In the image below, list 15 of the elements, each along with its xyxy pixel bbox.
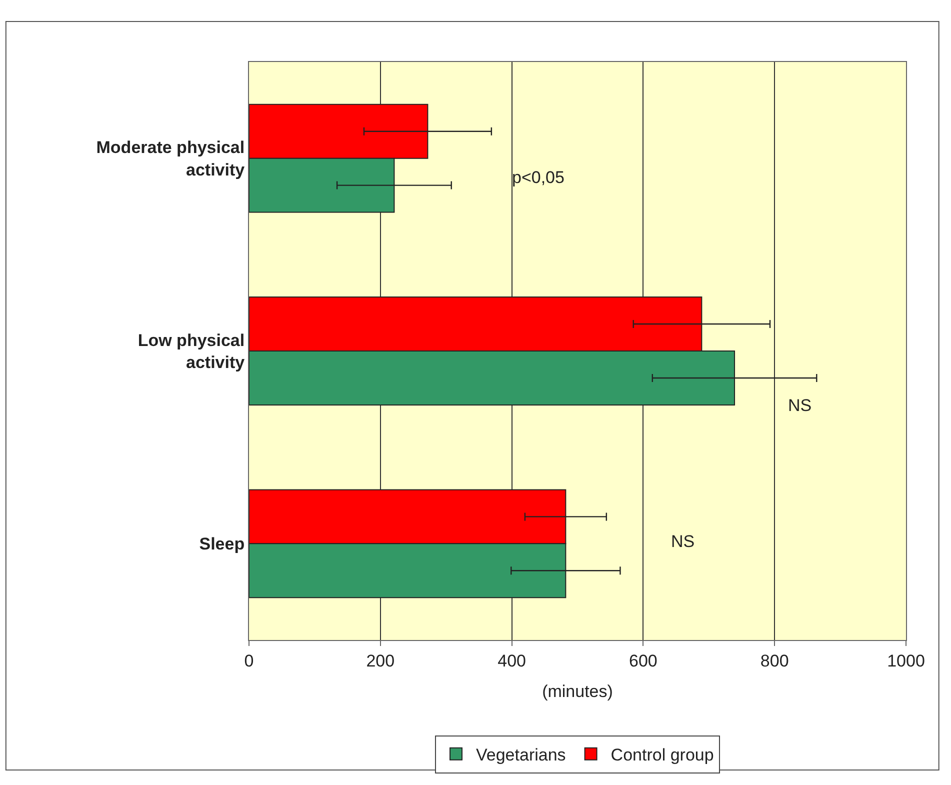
x-tick-label: 200 bbox=[366, 651, 395, 670]
annotation: p<0,05 bbox=[512, 168, 564, 187]
legend-label: Control group bbox=[610, 746, 714, 765]
x-tick-label: 0 bbox=[244, 651, 254, 670]
x-tick-label: 600 bbox=[629, 651, 658, 670]
x-axis-title: (minutes) bbox=[542, 682, 613, 701]
x-tick-label: 800 bbox=[760, 651, 789, 670]
annotation: NS bbox=[788, 396, 812, 415]
x-tick-label: 1000 bbox=[887, 651, 925, 670]
y-tick-label: Sleep bbox=[199, 534, 245, 554]
x-tick-label: 400 bbox=[498, 651, 526, 670]
y-tick-label: Moderate physical activity bbox=[96, 138, 246, 180]
legend-label: Vegetarians bbox=[476, 746, 566, 765]
annotation: NS bbox=[671, 532, 695, 551]
y-tick-label: Low physical activity bbox=[138, 330, 246, 372]
